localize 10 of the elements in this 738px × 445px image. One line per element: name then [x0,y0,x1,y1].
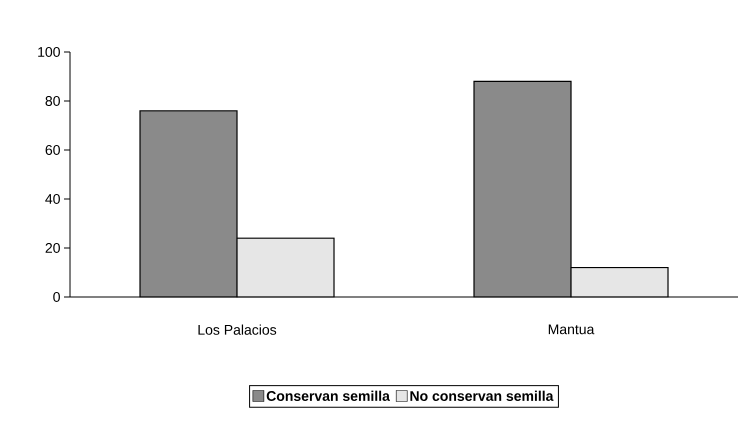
y-tick-label: 60 [46,145,60,155]
legend-label: Conservan semilla [266,390,390,401]
y-tick-label: 20 [46,243,60,253]
y-tick-label: 0 [53,292,60,302]
x-tick-label: Los Palacios [198,324,276,335]
y-tick-label: 80 [46,96,60,106]
x-tick-label: Mantua [548,324,594,334]
y-tick-label: 40 [45,194,60,204]
y-tick-label: 100 [38,47,60,57]
legend-label: No conservan semilla [410,390,554,401]
